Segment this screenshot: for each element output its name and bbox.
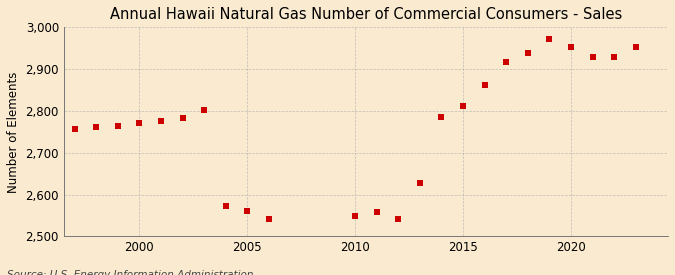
Text: Source: U.S. Energy Information Administration: Source: U.S. Energy Information Administ… bbox=[7, 270, 253, 275]
Title: Annual Hawaii Natural Gas Number of Commercial Consumers - Sales: Annual Hawaii Natural Gas Number of Comm… bbox=[110, 7, 622, 22]
Y-axis label: Number of Elements: Number of Elements bbox=[7, 71, 20, 192]
